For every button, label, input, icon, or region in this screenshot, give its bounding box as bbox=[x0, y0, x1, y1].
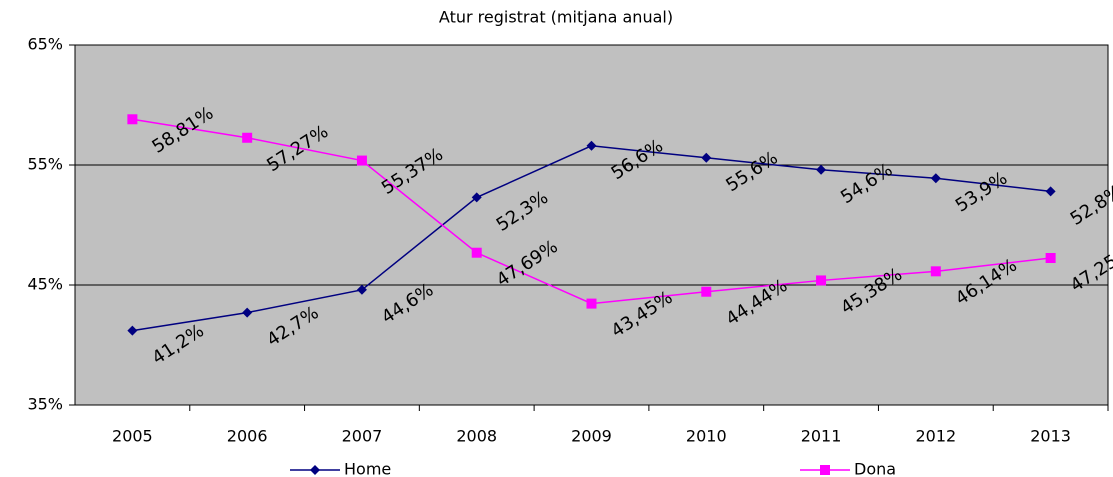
data-point bbox=[1045, 253, 1056, 263]
x-tick-label: 2010 bbox=[686, 427, 727, 446]
x-tick-label: 2005 bbox=[112, 427, 153, 446]
y-tick-label: 55% bbox=[27, 155, 63, 174]
data-point bbox=[816, 164, 827, 175]
data-point bbox=[127, 325, 138, 336]
y-tick-label: 65% bbox=[27, 35, 63, 54]
plot-area bbox=[75, 45, 1108, 405]
x-tick-label: 2007 bbox=[342, 427, 383, 446]
data-point bbox=[1045, 186, 1056, 197]
data-point bbox=[471, 247, 482, 258]
data-point bbox=[701, 286, 712, 297]
data-point bbox=[356, 155, 367, 166]
data-point bbox=[356, 284, 367, 295]
data-point bbox=[242, 307, 253, 318]
data-point bbox=[930, 266, 941, 277]
x-tick-label: 2008 bbox=[456, 427, 497, 446]
x-tick-label: 2006 bbox=[227, 427, 268, 446]
legend-marker bbox=[310, 465, 320, 475]
data-point bbox=[471, 192, 482, 203]
x-tick-label: 2012 bbox=[915, 427, 956, 446]
data-point bbox=[127, 114, 138, 125]
y-tick-label: 45% bbox=[27, 275, 63, 294]
legend-label: Home bbox=[344, 460, 391, 477]
legend-marker bbox=[820, 465, 830, 475]
chart-title: Atur registrat (mitjana anual) bbox=[439, 8, 673, 27]
data-point bbox=[586, 140, 597, 151]
data-point bbox=[930, 173, 941, 184]
data-point bbox=[701, 152, 712, 163]
plot-border bbox=[74, 44, 1109, 406]
x-tick-label: 2013 bbox=[1030, 427, 1071, 446]
x-tick-label: 2009 bbox=[571, 427, 612, 446]
y-tick-label: 35% bbox=[27, 395, 63, 414]
x-tick-label: 2011 bbox=[801, 427, 842, 446]
data-point bbox=[816, 275, 827, 286]
data-point bbox=[242, 132, 253, 143]
data-point bbox=[586, 298, 597, 309]
legend-label: Dona bbox=[854, 460, 896, 477]
